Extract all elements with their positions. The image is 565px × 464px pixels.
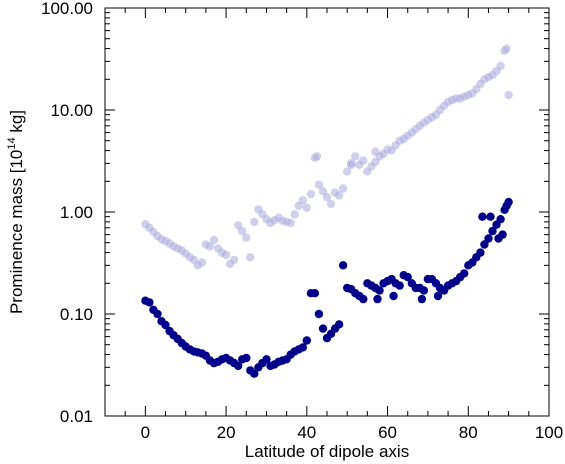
x-tick-label: 40 — [297, 423, 316, 442]
data-point — [484, 234, 493, 243]
y-axis-title: Prominence mass [1014 kg] — [6, 110, 26, 314]
y-tick-label: 0.10 — [60, 305, 93, 324]
data-point — [496, 61, 505, 71]
data-point — [476, 248, 485, 257]
data-point — [298, 196, 307, 205]
data-point — [250, 217, 259, 227]
data-point — [338, 184, 348, 193]
data-point — [371, 147, 380, 156]
data-point — [197, 258, 207, 267]
y-axis-title-exponent: 14 — [6, 137, 18, 149]
series-1 — [141, 44, 513, 270]
x-tick-label: 20 — [217, 423, 236, 442]
data-point — [417, 294, 427, 304]
data-point — [496, 215, 505, 224]
x-tick-label: 100 — [535, 423, 563, 442]
data-point — [312, 152, 322, 161]
data-point — [238, 226, 247, 236]
data-point — [205, 242, 215, 251]
y-tick-label: 1.00 — [60, 203, 93, 222]
data-point — [302, 203, 311, 212]
data-point — [242, 233, 251, 242]
data-points — [141, 44, 513, 378]
data-point — [419, 286, 429, 295]
data-point — [221, 250, 231, 260]
data-point — [395, 281, 404, 290]
data-point — [334, 320, 344, 329]
data-point — [246, 253, 255, 262]
data-point — [480, 240, 489, 249]
data-point — [351, 152, 360, 161]
data-point — [318, 187, 328, 196]
data-point — [286, 218, 295, 228]
y-axis-title-main: Prominence mass [10 — [7, 150, 26, 314]
data-point — [322, 192, 332, 202]
data-point — [359, 294, 368, 304]
data-point — [230, 255, 239, 264]
data-point — [403, 272, 412, 282]
data-point — [326, 199, 336, 209]
data-point — [314, 309, 324, 319]
data-point — [338, 261, 348, 270]
plot-frame — [104, 7, 550, 417]
data-point — [433, 291, 443, 301]
data-point — [302, 336, 311, 345]
data-point — [498, 230, 507, 239]
data-point — [234, 361, 243, 371]
data-point — [306, 189, 316, 199]
x-tick-label: 80 — [459, 423, 478, 442]
data-point — [375, 286, 384, 295]
x-axis-ticks: 0 20 40 60 80 100 — [104, 8, 563, 442]
data-point — [343, 167, 352, 176]
data-point — [334, 191, 344, 200]
data-point — [504, 197, 513, 207]
data-point — [389, 291, 398, 301]
data-point — [373, 294, 382, 304]
data-point — [314, 180, 324, 189]
data-point — [161, 320, 170, 330]
x-tick-label: 0 — [141, 423, 150, 442]
y-axis-title-unit: kg] — [7, 110, 26, 137]
data-point — [488, 226, 497, 236]
data-point — [460, 269, 469, 278]
data-point — [145, 298, 154, 307]
data-point — [486, 212, 495, 221]
data-point — [242, 353, 251, 363]
y-tick-label: 10.00 — [50, 101, 93, 120]
data-point — [347, 160, 356, 169]
data-point — [318, 324, 328, 333]
y-tick-label: 0.01 — [60, 407, 93, 426]
data-point — [502, 44, 511, 53]
data-point — [153, 309, 162, 319]
x-axis-title: Latitude of dipole axis — [245, 442, 409, 461]
data-point — [310, 289, 320, 298]
data-point — [262, 355, 271, 364]
x-tick-label: 60 — [378, 423, 397, 442]
data-point — [209, 235, 219, 245]
series-2 — [141, 197, 513, 378]
y-axis-ticks: 0.01 0.10 1.00 10.00 100.00 — [41, 0, 549, 426]
data-point — [290, 210, 299, 219]
y-tick-label: 100.00 — [41, 0, 93, 18]
data-point — [298, 343, 307, 352]
data-point — [478, 212, 487, 221]
data-point — [250, 369, 259, 378]
data-point — [504, 90, 513, 100]
data-point — [359, 156, 368, 165]
